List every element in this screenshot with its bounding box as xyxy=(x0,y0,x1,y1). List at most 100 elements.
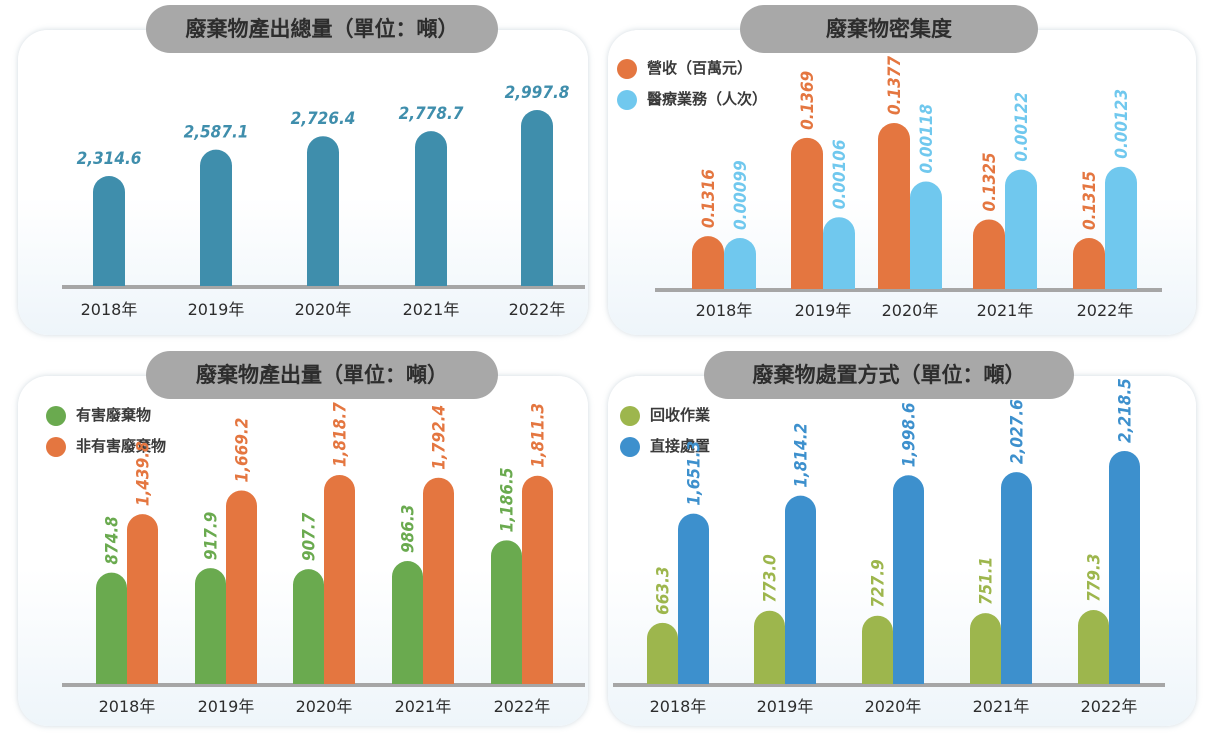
data-label: 1,439.8 xyxy=(134,441,154,506)
data-label: 779.3 xyxy=(1085,554,1105,602)
legend-label: 有害廢棄物 xyxy=(76,406,152,424)
bar xyxy=(127,514,158,684)
x-axis-line xyxy=(613,683,1165,687)
data-label: 986.3 xyxy=(399,505,419,553)
bar xyxy=(96,572,127,684)
x-tick-label: 2018年 xyxy=(650,697,707,716)
chart-plot-3: 663.3 773.0 727.9 751.1 779.3 1,651.3 1,814.2 1… xyxy=(613,378,1165,716)
bar xyxy=(1109,451,1140,684)
data-label: 2,726.4 xyxy=(291,109,356,129)
data-label: 1,814.2 xyxy=(792,423,812,488)
data-label: 0.1377 xyxy=(885,56,905,115)
data-label: 907.7 xyxy=(300,512,320,561)
bar xyxy=(307,136,339,286)
bar xyxy=(754,610,785,684)
x-tick-label: 2019年 xyxy=(188,300,245,319)
legend-swatch xyxy=(617,90,637,110)
x-tick-label: 2022年 xyxy=(494,697,551,716)
x-axis-line xyxy=(655,288,1162,292)
data-label: 1,818.7 xyxy=(331,402,351,467)
data-label: 2,778.7 xyxy=(399,104,464,124)
data-label: 0.1369 xyxy=(798,71,818,130)
data-label: 663.3 xyxy=(654,566,674,614)
bar xyxy=(1073,238,1105,289)
bar xyxy=(785,495,816,684)
data-label: 0.00123 xyxy=(1112,89,1132,159)
data-label: 2,587.1 xyxy=(184,123,249,143)
data-label: 0.00122 xyxy=(1012,92,1032,162)
data-label: 2,314.6 xyxy=(77,149,142,169)
x-axis-line xyxy=(62,683,585,687)
bar xyxy=(970,613,1001,684)
x-tick-label: 2018年 xyxy=(81,300,138,319)
chart-title-waste-disposal: 廢棄物處置方式（單位：噸） xyxy=(704,351,1074,399)
data-label: 1,811.3 xyxy=(529,403,549,468)
data-label: 0.1325 xyxy=(980,152,1000,211)
data-label: 1,186.5 xyxy=(498,468,518,533)
bar xyxy=(823,217,855,289)
bar xyxy=(226,490,257,684)
bar xyxy=(678,513,709,684)
x-tick-label: 2018年 xyxy=(99,697,156,716)
data-label: 1,669.2 xyxy=(233,418,253,483)
legend-swatch xyxy=(46,406,66,426)
x-tick-label: 2021年 xyxy=(395,697,452,716)
legend-swatch xyxy=(620,406,640,426)
x-tick-label: 2020年 xyxy=(296,697,353,716)
data-label: 0.00099 xyxy=(731,160,751,230)
data-label: 1,651.3 xyxy=(685,441,705,506)
legend-label: 非有害廢棄物 xyxy=(76,437,167,455)
x-tick-label: 2022年 xyxy=(509,300,566,319)
x-axis-line xyxy=(62,285,585,289)
data-label: 1,998.6 xyxy=(900,402,920,467)
bar xyxy=(1078,610,1109,684)
bar xyxy=(293,569,324,684)
data-label: 727.9 xyxy=(869,559,889,607)
legend-label: 醫療業務（人次） xyxy=(647,90,768,108)
bar xyxy=(893,475,924,684)
bar xyxy=(200,149,232,286)
legend-swatch xyxy=(46,437,66,457)
bar xyxy=(878,123,910,289)
bar xyxy=(521,110,553,286)
bar xyxy=(392,561,423,684)
chart-plot-1: 0.1316 0.1369 0.1377 0.1325 0.1315 0.00099 0.0… xyxy=(655,56,1162,320)
legend-swatch xyxy=(617,59,637,79)
x-tick-label: 2018年 xyxy=(696,301,753,320)
chart-title-waste-intensity: 廢棄物密集度 xyxy=(740,5,1038,53)
chart-plot-0: 2,314.6 2,587.1 2,726.4 2,778.7 2,997.8 2018年… xyxy=(62,83,585,319)
x-tick-label: 2021年 xyxy=(977,301,1034,320)
bar xyxy=(93,175,125,286)
bar xyxy=(491,540,522,684)
legend-label: 回收作業 xyxy=(650,406,711,424)
data-label: 773.0 xyxy=(761,554,781,603)
bar xyxy=(862,615,893,684)
legend-swatch xyxy=(620,437,640,457)
x-tick-label: 2019年 xyxy=(795,301,852,320)
bar xyxy=(973,219,1005,289)
x-tick-label: 2020年 xyxy=(882,301,939,320)
data-label: 1,792.4 xyxy=(430,405,450,470)
bar xyxy=(324,475,355,684)
x-tick-label: 2020年 xyxy=(865,697,922,716)
bar xyxy=(692,236,724,289)
bar xyxy=(791,137,823,289)
chart-title-total-waste: 廢棄物產出總量（單位：噸） xyxy=(146,5,498,53)
legend-label: 營收（百萬元） xyxy=(647,59,753,77)
bar xyxy=(910,181,942,289)
data-label: 917.9 xyxy=(202,512,222,560)
chart-plot-2: 874.8 917.9 907.7 986.3 1,186.5 1,439.8 1,669.… xyxy=(62,402,585,716)
x-tick-label: 2022年 xyxy=(1081,697,1138,716)
bar xyxy=(1000,472,1032,684)
data-label: 0.00106 xyxy=(830,139,850,209)
data-label: 0.00118 xyxy=(917,104,937,174)
bar xyxy=(195,568,226,684)
bar xyxy=(647,622,678,684)
data-label: 0.1316 xyxy=(699,169,719,228)
chart-title-waste-by-type: 廢棄物產出量（單位：噸） xyxy=(146,351,498,399)
data-label: 874.8 xyxy=(103,516,123,565)
x-tick-label: 2021年 xyxy=(973,697,1030,716)
x-tick-label: 2022年 xyxy=(1077,301,1134,320)
bar xyxy=(423,477,454,684)
